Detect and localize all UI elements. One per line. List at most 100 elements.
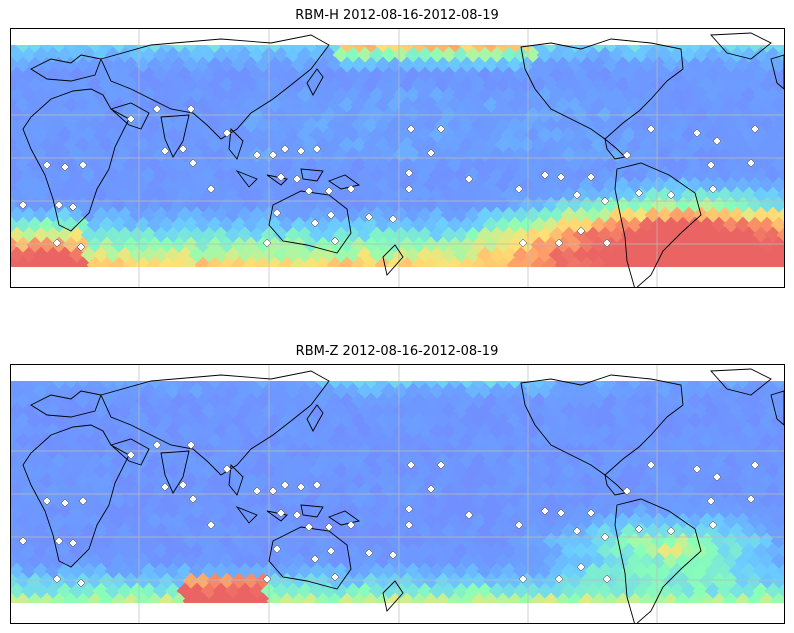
coastline — [770, 390, 784, 426]
field-cell — [782, 459, 784, 463]
field-cell — [302, 592, 320, 610]
field-cell — [302, 472, 320, 490]
station-marker — [324, 522, 334, 532]
field-cell — [686, 592, 704, 610]
field-cell — [740, 562, 758, 580]
field-cell — [356, 146, 374, 164]
field-cell — [362, 412, 380, 430]
field-cell — [686, 512, 704, 530]
field-cell — [344, 126, 362, 144]
field-cell — [290, 56, 308, 74]
field-cell — [446, 256, 464, 274]
field-cell — [182, 552, 200, 570]
field-cell — [434, 116, 452, 134]
map-panel-h — [10, 28, 785, 288]
field-cell — [452, 502, 470, 520]
field-cell — [350, 452, 368, 470]
field-cell — [290, 96, 308, 114]
field-cell — [182, 592, 200, 610]
station-marker — [68, 538, 78, 548]
field-cell — [308, 166, 326, 184]
field-cell — [386, 216, 404, 234]
field-cell — [320, 46, 338, 64]
station-marker — [746, 494, 756, 504]
station-marker — [436, 124, 446, 134]
field-cell — [488, 482, 506, 500]
field-cell — [218, 592, 236, 610]
field-cell — [104, 562, 122, 580]
field-cell — [776, 543, 784, 559]
field-cell — [266, 176, 284, 194]
field-cell — [350, 236, 368, 254]
field-cell — [278, 96, 296, 114]
field-cell — [392, 422, 410, 440]
field-cell — [440, 382, 458, 400]
field-cell — [290, 216, 308, 234]
field-cell — [218, 572, 236, 590]
field-cell — [92, 562, 110, 580]
field-cell — [380, 482, 398, 500]
field-cell — [758, 552, 776, 570]
field-cell — [86, 572, 104, 590]
field-cell — [446, 116, 464, 134]
field-cell — [188, 502, 206, 520]
field-cell — [290, 392, 308, 410]
station-marker — [404, 184, 414, 194]
coastline — [228, 464, 244, 496]
field-cell — [344, 582, 362, 600]
station-marker — [222, 464, 232, 474]
field-cell — [782, 103, 784, 107]
field-cell — [674, 572, 692, 590]
field-cell — [356, 482, 374, 500]
field-cell — [776, 423, 784, 439]
field-cell — [638, 552, 656, 570]
field-cell — [176, 562, 194, 580]
field-cell — [362, 136, 380, 154]
field-cell — [266, 216, 284, 234]
field-cell — [746, 512, 764, 530]
field-cell — [374, 512, 392, 530]
field-cell — [464, 382, 482, 400]
field-cell — [272, 382, 290, 400]
station-marker — [586, 172, 596, 182]
field-cell — [578, 592, 596, 610]
coastline — [235, 169, 258, 188]
station-marker — [178, 480, 188, 490]
field-cell — [356, 562, 374, 580]
field-cell — [422, 452, 440, 470]
field-cell — [776, 247, 784, 263]
field-cell — [596, 582, 614, 600]
field-cell — [236, 522, 254, 540]
field-cell — [272, 422, 290, 440]
field-cell — [692, 522, 710, 540]
field-cell — [482, 176, 500, 194]
station-marker — [388, 550, 398, 560]
field-cell — [446, 532, 464, 550]
field-cell — [464, 206, 482, 224]
field-cell — [398, 392, 416, 410]
field-cell — [392, 226, 410, 244]
field-cell — [470, 176, 488, 194]
field-cell — [170, 552, 188, 570]
field-cell — [422, 472, 440, 490]
field-cell — [212, 522, 230, 540]
field-cell — [56, 522, 74, 540]
field-cell — [380, 126, 398, 144]
field-cell — [368, 126, 386, 144]
field-cell — [338, 392, 356, 410]
bottom-margin — [11, 603, 784, 623]
field-cell — [326, 452, 344, 470]
station-marker — [634, 524, 644, 534]
field-cell — [434, 96, 452, 114]
field-cell — [320, 502, 338, 520]
field-cell — [638, 592, 656, 610]
field-cell — [284, 402, 302, 420]
field-cell — [80, 582, 98, 600]
field-cell — [14, 512, 32, 530]
field-cell — [662, 512, 680, 530]
field-cell — [272, 86, 290, 104]
field-cell — [278, 136, 296, 154]
field-cell — [158, 592, 176, 610]
field-cell — [410, 236, 428, 254]
field-cell — [320, 422, 338, 440]
